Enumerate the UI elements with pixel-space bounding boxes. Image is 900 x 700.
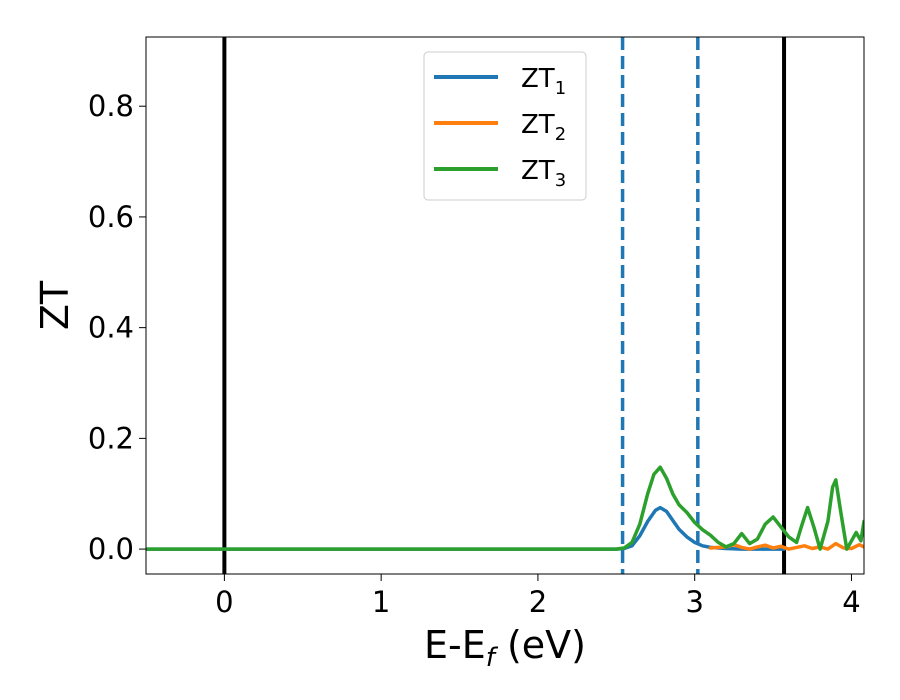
- legend-label-sub: 2: [555, 124, 566, 145]
- legend-label-zt2: ZT2: [521, 110, 566, 145]
- series-line-zt2: [708, 541, 864, 551]
- x-tick-label: 4: [842, 585, 860, 619]
- legend-label-main: ZT: [521, 64, 555, 94]
- x-tick-label: 0: [215, 585, 233, 619]
- plot-area: [146, 37, 864, 574]
- axes: 0 1 2 3 4 0.0 0.2 0.4 0.6 0.8 E-Ef (eV) ZT: [33, 36, 865, 673]
- x-axis-title: E-Ef (eV): [424, 623, 586, 673]
- x-tick-label: 1: [372, 585, 390, 619]
- y-tick-label: 0.0: [88, 532, 134, 566]
- legend-label-main: ZT: [521, 156, 555, 186]
- series-line-zt3: [146, 465, 864, 551]
- legend-label-sub: 3: [555, 170, 566, 191]
- x-tick-label: 2: [529, 585, 547, 619]
- legend-label-sub: 1: [555, 78, 566, 99]
- legend-label-main: ZT: [521, 110, 555, 140]
- y-tick-label: 0.8: [88, 89, 134, 123]
- axes-frame: [145, 36, 865, 575]
- series-line-zt1: [146, 505, 786, 551]
- y-tick-label: 0.6: [88, 200, 134, 234]
- legend-box: [423, 51, 587, 201]
- y-tick-label: 0.2: [88, 421, 134, 455]
- y-axis-title: ZT: [33, 280, 77, 330]
- legend-label-zt1: ZT1: [521, 64, 566, 99]
- x-axis-title-main: E-E: [424, 623, 486, 667]
- x-tick-label: 3: [685, 585, 703, 619]
- legend-label-zt3: ZT3: [521, 156, 566, 191]
- y-tick-label: 0.4: [88, 311, 134, 345]
- x-axis-title-unit: (eV): [495, 623, 586, 667]
